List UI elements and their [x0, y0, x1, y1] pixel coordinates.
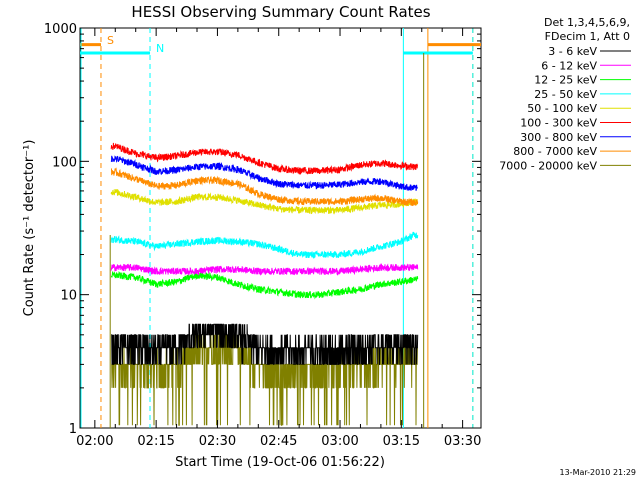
series-line-800-7000kev	[110, 167, 419, 207]
x-tick-label: 02:00	[76, 434, 113, 449]
legend-header-line-1: Det 1,3,4,5,6,9,	[544, 16, 630, 29]
legend-entry-label: 25 - 50 keV	[534, 88, 597, 101]
x-tick-label: 03:30	[444, 434, 481, 449]
legend-entry-label: 3 - 6 keV	[548, 45, 597, 58]
x-tick-label: 02:15	[137, 434, 174, 449]
plot-area: S N 02:00 02:15 02:30 02:45 03:00 03:15 03:30 1 1…	[44, 22, 482, 449]
y-tick-label: 1	[69, 422, 77, 437]
series-line-3-6kev	[111, 323, 419, 365]
legend-entry-label: 12 - 25 keV	[534, 74, 597, 87]
y-tick-label: 100	[52, 155, 77, 170]
legend-entry-label: 800 - 7000 keV	[513, 145, 597, 158]
x-tick-label: 03:00	[321, 434, 358, 449]
series-line-12-25kev	[110, 270, 419, 300]
x-tick-label: 02:45	[260, 434, 297, 449]
legend-entry-label: 100 - 300 keV	[520, 117, 597, 130]
footer-timestamp: 13-Mar-2010 21:29	[560, 468, 637, 477]
legend-entry-label: 50 - 100 keV	[527, 102, 597, 115]
series-line-50-100kev	[110, 188, 419, 215]
y-axis-label: Count Rate (s⁻¹ detector⁻¹)	[22, 140, 37, 317]
legend-entry-label: 6 - 12 keV	[541, 59, 597, 72]
plot-frame	[79, 27, 482, 429]
legend-header-line-2: FDecim 1, Att 0	[545, 30, 630, 43]
y-tick-label: 10	[60, 289, 77, 304]
x-tick-label: 03:15	[383, 434, 420, 449]
legend-entry-label: 7000 - 20000 keV	[499, 159, 597, 172]
axes-layer: 02:00 02:15 02:30 02:45 03:00 03:15 03:30 1 10 10…	[44, 22, 481, 449]
x-tick-label: 02:30	[199, 434, 236, 449]
series-line-6-12kev	[110, 263, 419, 277]
chart-title: HESSI Observing Summary Count Rates	[131, 3, 430, 21]
annotation-s: S	[107, 34, 114, 47]
series-line-25-50kev	[110, 231, 419, 259]
series-line-100-300kev	[110, 142, 419, 176]
series-layer	[109, 52, 425, 428]
series-line-300-800kev	[110, 155, 418, 192]
x-axis-label: Start Time (19-Oct-06 01:56:22)	[175, 455, 385, 470]
y-tick-label: 1000	[44, 22, 77, 37]
annotation-n: N	[156, 42, 164, 55]
legend-entry-label: 300 - 800 keV	[520, 131, 597, 144]
legend: Det 1,3,4,5,6,9, FDecim 1, Att 0 3 - 6 k…	[499, 16, 631, 172]
